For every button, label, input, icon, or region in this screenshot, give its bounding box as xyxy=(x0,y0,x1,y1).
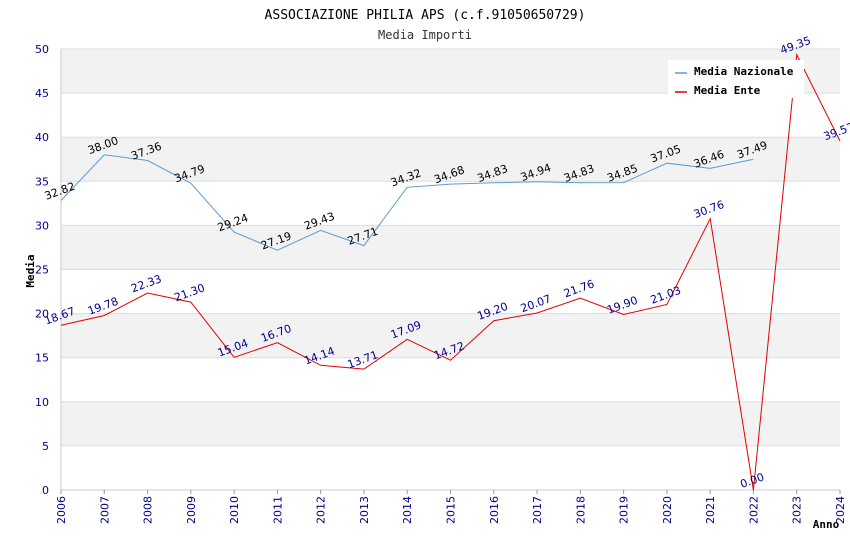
legend: Media Nazionale Media Ente xyxy=(668,60,804,98)
plot-band xyxy=(61,313,840,358)
y-tick-label: 45 xyxy=(35,87,49,100)
x-tick-labels: 2006 2007 2008 2009 2010 2011 2012 2013 2014 2015… xyxy=(55,490,847,524)
x-tick-label: 2019 xyxy=(618,496,631,524)
y-tick-label: 10 xyxy=(35,396,49,409)
plot-bands xyxy=(61,49,840,490)
series-line-media-ente xyxy=(60,52,841,491)
x-tick-label: 2024 xyxy=(834,496,847,524)
x-tick-label: 2010 xyxy=(228,496,241,524)
y-tick-label: 25 xyxy=(35,264,49,277)
chart-title: ASSOCIAZIONE PHILIA APS (c.f.91050650729… xyxy=(265,8,586,23)
y-tick-label: 30 xyxy=(35,219,49,232)
x-tick-label: 2011 xyxy=(271,496,284,524)
x-tick-label: 2018 xyxy=(574,496,587,524)
y-tick-labels: 0 5 10 15 20 25 30 35 40 45 50 xyxy=(35,43,49,497)
x-tick-label: 2021 xyxy=(704,496,717,524)
x-tick-label: 2006 xyxy=(55,496,68,524)
y-tick-label: 50 xyxy=(35,43,49,56)
x-tick-label: 2020 xyxy=(661,496,674,524)
x-tick-label: 2015 xyxy=(445,496,458,524)
plot-band xyxy=(61,137,840,182)
x-tick-label: 2014 xyxy=(401,496,414,524)
y-tick-label: 20 xyxy=(35,308,49,321)
x-tick-label: 2012 xyxy=(315,496,328,524)
plot-band xyxy=(61,357,840,402)
plot-band xyxy=(61,445,840,490)
legend-box xyxy=(668,60,804,98)
x-tick-label: 2017 xyxy=(531,496,544,524)
x-tick-label: 2013 xyxy=(358,496,371,524)
y-tick-label: 0 xyxy=(42,484,49,497)
legend-label-ente: Media Ente xyxy=(694,84,761,97)
plot-band xyxy=(61,269,840,314)
x-tick-label: 2009 xyxy=(185,496,198,524)
x-tick-label: 2022 xyxy=(747,496,760,524)
legend-label-nazionale: Media Nazionale xyxy=(694,65,794,78)
plot-band xyxy=(61,225,840,270)
y-tick-label: 15 xyxy=(35,352,49,365)
series-line-media-nazionale xyxy=(60,154,754,251)
y-axis-title: Media xyxy=(24,254,37,287)
chart-subtitle: Media Importi xyxy=(378,28,472,42)
plot-band xyxy=(61,93,840,138)
x-tick-label: 2023 xyxy=(791,496,804,524)
plot-band xyxy=(61,401,840,446)
x-axis-title: Anno xyxy=(813,518,840,531)
series-lines xyxy=(60,52,841,491)
y-tick-label: 5 xyxy=(42,440,49,453)
y-tick-label: 40 xyxy=(35,131,49,144)
x-tick-label: 2007 xyxy=(98,496,111,524)
x-tick-label: 2016 xyxy=(488,496,501,524)
y-tick-label: 35 xyxy=(35,175,49,188)
x-tick-label: 2008 xyxy=(142,496,155,524)
